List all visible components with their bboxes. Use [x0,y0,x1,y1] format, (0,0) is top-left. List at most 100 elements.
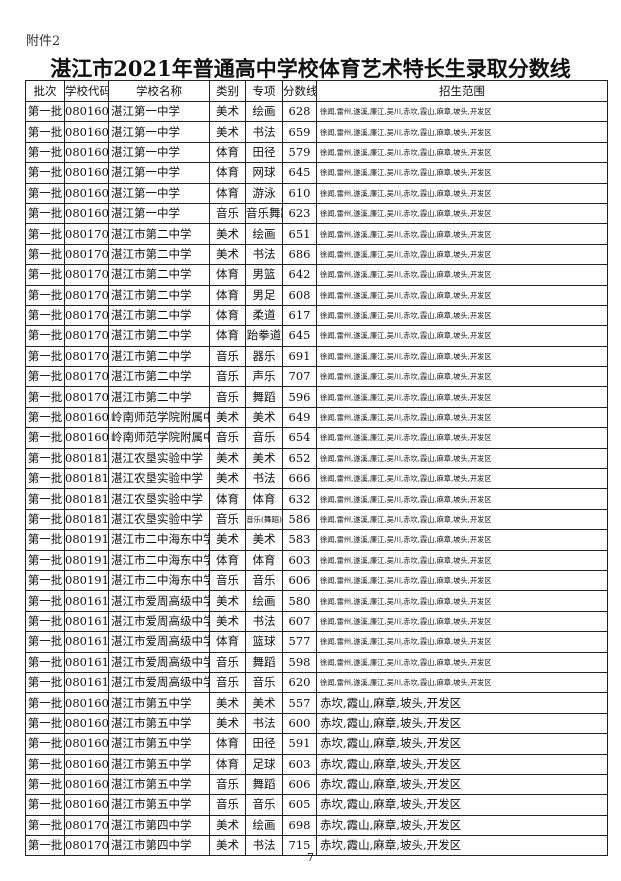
cell-school-name: 岭南师范学院附属中学 [108,427,210,449]
cell-range: 徐闻,雷州,遂溪,廉江,吴川,赤坎,霞山,麻章,坡头,开发区 [316,182,608,204]
cell-category: 美术 [209,610,246,633]
cell-specialty: 男篮 [245,264,283,286]
cell-range: 赤坎,霞山,麻章,坡头,开发区 [316,753,608,775]
cell-school-code: 0801701 [64,223,109,245]
cell-school-name: 湛江市第五中学 [108,794,210,816]
cell-school-name: 湛江第一中学 [108,182,210,204]
cell-range: 徐闻,雷州,遂溪,廉江,吴川,赤坎,霞山,麻章,坡头,开发区 [316,162,608,184]
cell-score: 606 [282,773,317,796]
cell-school-name: 湛江市第五中学 [108,753,210,775]
cell-batch: 第一批 [25,631,65,653]
cell-score: 651 [282,223,317,245]
cell-category: 音乐 [209,508,246,531]
cell-range: 徐闻,雷州,遂溪,廉江,吴川,赤坎,霞山,麻章,坡头,开发区 [316,223,608,245]
cell-score: 652 [282,447,317,470]
cell-school-name: 湛江市第二中学 [108,223,210,245]
cell-score: 659 [282,121,317,143]
table-row: 第一批0801603湛江市第五中学体育足球603赤坎,霞山,麻章,坡头,开发区 [25,753,608,775]
table-row: 第一批0801603湛江市第五中学音乐舞蹈606赤坎,霞山,麻章,坡头,开发区 [25,773,608,796]
cell-score: 623 [282,202,317,225]
cell-specialty: 书法 [245,243,283,266]
cell-school-name: 湛江市第五中学 [108,773,210,796]
cell-batch: 第一批 [25,610,65,633]
cell-school-code: 0801611 [64,590,109,612]
cell-school-name: 岭南师范学院附属中学 [108,406,210,429]
cell-specialty: 音乐 [245,794,283,816]
cell-range: 徐闻,雷州,遂溪,廉江,吴川,赤坎,霞山,麻章,坡头,开发区 [316,447,608,470]
cell-range: 徐闻,雷州,遂溪,廉江,吴川,赤坎,霞山,麻章,坡头,开发区 [316,325,608,347]
cell-specialty: 柔道 [245,304,283,327]
table-row: 第一批0801606岭南师范学院附属中学音乐音乐654徐闻,雷州,遂溪,廉江,吴… [25,427,608,449]
table-row: 第一批0801702湛江市第四中学美术书法715赤坎,霞山,麻章,坡头,开发区 [25,835,608,857]
cell-specialty: 体育 [245,549,283,571]
cell-school-code: 0801603 [64,733,109,755]
cell-range: 徐闻,雷州,遂溪,廉江,吴川,赤坎,霞山,麻章,坡头,开发区 [316,488,608,510]
cell-range: 徐闻,雷州,遂溪,廉江,吴川,赤坎,霞山,麻章,坡头,开发区 [316,631,608,653]
header-batch: 批次 [25,80,65,102]
table-row: 第一批0801601湛江第一中学美术绘画628徐闻,雷州,遂溪,廉江,吴川,赤坎… [25,100,608,123]
cell-batch: 第一批 [25,529,65,551]
cell-category: 音乐 [209,345,246,368]
cell-school-name: 湛江市第五中学 [108,692,210,714]
cell-school-code: 0801606 [64,427,109,449]
cell-batch: 第一批 [25,590,65,612]
cell-range: 赤坎,霞山,麻章,坡头,开发区 [316,712,608,735]
cell-school-code: 0801603 [64,753,109,775]
cell-batch: 第一批 [25,345,65,368]
table-row: 第一批0801702湛江市第四中学美术绘画698赤坎,霞山,麻章,坡头,开发区 [25,814,608,837]
cell-specialty: 舞蹈 [245,651,283,673]
table-row: 第一批0801601湛江第一中学音乐音乐舞蹈623徐闻,雷州,遂溪,廉江,吴川,… [25,202,608,225]
cell-score: 642 [282,264,317,286]
cell-specialty: 游泳 [245,182,283,204]
cell-specialty: 足球 [245,753,283,775]
cell-school-code: 0801603 [64,773,109,796]
cell-score: 610 [282,182,317,204]
cell-batch: 第一批 [25,427,65,449]
cell-score: 608 [282,284,317,306]
cell-score: 617 [282,304,317,327]
cell-school-code: 0801601 [64,182,109,204]
table-row: 第一批0801611湛江市爱周高级中学音乐音乐620徐闻,雷州,遂溪,廉江,吴川… [25,671,608,694]
cell-batch: 第一批 [25,508,65,531]
cell-school-code: 0801701 [64,386,109,408]
cell-specialty: 绘画 [245,223,283,245]
cell-range: 徐闻,雷州,遂溪,廉江,吴川,赤坎,霞山,麻章,坡头,开发区 [316,549,608,571]
table-row: 第一批0801919湛江市二中海东中学音乐音乐606徐闻,雷州,遂溪,廉江,吴川… [25,569,608,592]
cell-category: 美术 [209,692,246,714]
table-row: 第一批0801701湛江市第二中学美术书法686徐闻,雷州,遂溪,廉江,吴川,赤… [25,243,608,266]
cell-score: 603 [282,753,317,775]
cell-range: 徐闻,雷州,遂溪,廉江,吴川,赤坎,霞山,麻章,坡头,开发区 [316,529,608,551]
cell-school-name: 湛江市第四中学 [108,814,210,837]
cell-school-name: 湛江市第二中学 [108,345,210,368]
cell-specialty: 舞蹈 [245,386,283,408]
cell-school-name: 湛江市爱周高级中学 [108,671,210,694]
cell-batch: 第一批 [25,386,65,408]
cell-category: 音乐 [209,794,246,816]
cell-range: 徐闻,雷州,遂溪,廉江,吴川,赤坎,霞山,麻章,坡头,开发区 [316,202,608,225]
cell-specialty: 美术 [245,692,283,714]
cell-batch: 第一批 [25,447,65,470]
cell-specialty: 田径 [245,733,283,755]
score-table: 批次 学校代码 学校名称 类别 专项 分数线 招生范围 第一批0801601湛江… [25,80,608,857]
header-score: 分数线 [282,80,317,102]
table-row: 第一批0801611湛江市爱周高级中学美术绘画580徐闻,雷州,遂溪,廉江,吴川… [25,590,608,612]
cell-category: 音乐 [209,366,246,388]
cell-score: 557 [282,692,317,714]
cell-school-code: 0801702 [64,814,109,837]
cell-specialty: 绘画 [245,100,283,123]
cell-score: 591 [282,733,317,755]
cell-range: 赤坎,霞山,麻章,坡头,开发区 [316,835,608,857]
cell-range: 赤坎,霞山,麻章,坡头,开发区 [316,692,608,714]
cell-school-code: 0801818 [64,508,109,531]
cell-score: 579 [282,141,317,164]
cell-score: 603 [282,549,317,571]
cell-batch: 第一批 [25,835,65,857]
cell-specialty: 网球 [245,162,283,184]
cell-score: 666 [282,468,317,490]
table-row: 第一批0801603湛江市第五中学美术美术557赤坎,霞山,麻章,坡头,开发区 [25,692,608,714]
cell-school-code: 0801611 [64,651,109,673]
cell-school-name: 湛江第一中学 [108,162,210,184]
table-row: 第一批0801601湛江第一中学体育游泳610徐闻,雷州,遂溪,廉江,吴川,赤坎… [25,182,608,204]
cell-category: 美术 [209,712,246,735]
